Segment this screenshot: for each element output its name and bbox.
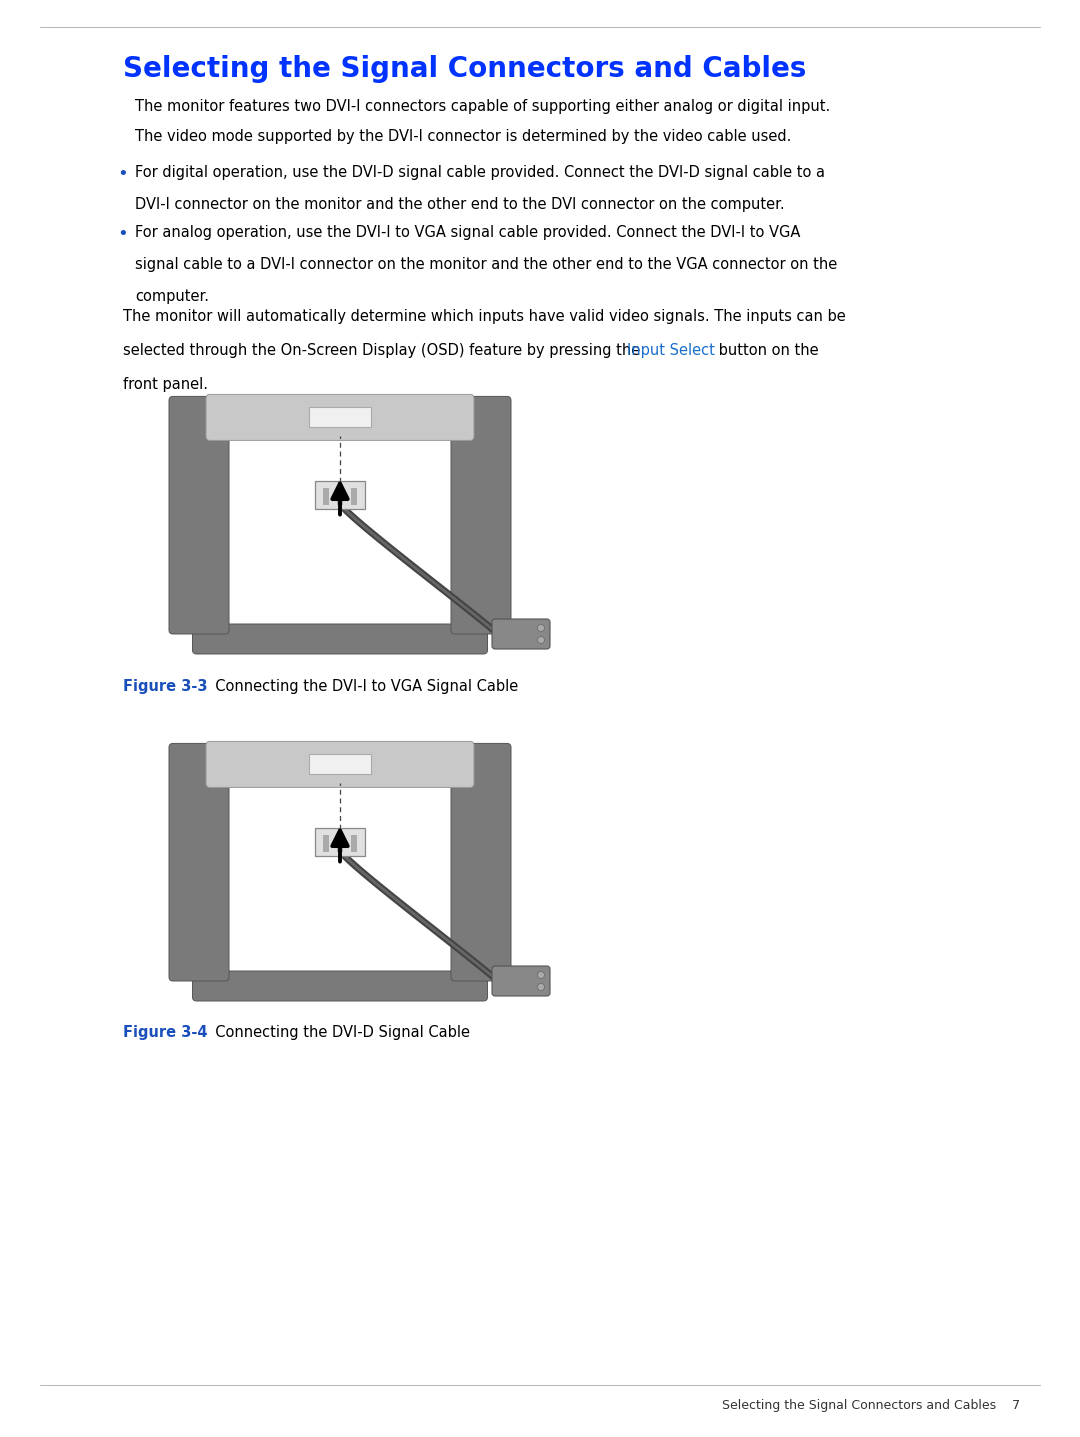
FancyBboxPatch shape [323, 835, 329, 852]
Text: The monitor will automatically determine which inputs have valid video signals. : The monitor will automatically determine… [123, 309, 846, 323]
Text: Selecting the Signal Connectors and Cables    7: Selecting the Signal Connectors and Cabl… [721, 1400, 1020, 1413]
Text: Selecting the Signal Connectors and Cables: Selecting the Signal Connectors and Cabl… [123, 55, 807, 83]
Text: •: • [117, 226, 127, 243]
FancyBboxPatch shape [315, 481, 365, 509]
Text: Connecting the DVI-I to VGA Signal Cable: Connecting the DVI-I to VGA Signal Cable [206, 680, 518, 694]
Circle shape [538, 971, 544, 979]
Text: DVI-I connector on the monitor and the other end to the DVI connector on the com: DVI-I connector on the monitor and the o… [135, 197, 785, 213]
FancyBboxPatch shape [315, 828, 365, 856]
FancyBboxPatch shape [451, 397, 511, 634]
FancyBboxPatch shape [168, 397, 229, 634]
FancyBboxPatch shape [309, 408, 372, 427]
Text: signal cable to a DVI-I connector on the monitor and the other end to the VGA co: signal cable to a DVI-I connector on the… [135, 257, 837, 272]
Text: Input Select: Input Select [626, 343, 715, 358]
FancyBboxPatch shape [451, 743, 511, 981]
FancyBboxPatch shape [492, 966, 550, 996]
Text: Figure 3-3: Figure 3-3 [123, 680, 207, 694]
Text: Figure 3-4: Figure 3-4 [123, 1025, 207, 1040]
FancyBboxPatch shape [192, 971, 487, 1002]
Circle shape [538, 625, 544, 631]
Text: front panel.: front panel. [123, 376, 208, 392]
FancyBboxPatch shape [206, 741, 474, 787]
FancyBboxPatch shape [206, 394, 474, 440]
Text: Connecting the DVI-D Signal Cable: Connecting the DVI-D Signal Cable [206, 1025, 470, 1040]
FancyBboxPatch shape [309, 754, 372, 775]
FancyBboxPatch shape [192, 624, 487, 654]
FancyBboxPatch shape [351, 489, 357, 506]
FancyBboxPatch shape [492, 619, 550, 650]
Text: selected through the On-Screen Display (OSD) feature by pressing the: selected through the On-Screen Display (… [123, 343, 645, 358]
Text: •: • [117, 165, 127, 182]
Text: For analog operation, use the DVI-I to VGA signal cable provided. Connect the DV: For analog operation, use the DVI-I to V… [135, 226, 800, 240]
Text: For digital operation, use the DVI-D signal cable provided. Connect the DVI-D si: For digital operation, use the DVI-D sig… [135, 165, 825, 180]
Text: button on the: button on the [714, 343, 819, 358]
FancyBboxPatch shape [168, 743, 229, 981]
FancyBboxPatch shape [337, 489, 343, 506]
Text: computer.: computer. [135, 289, 210, 305]
Circle shape [538, 983, 544, 990]
FancyBboxPatch shape [337, 835, 343, 852]
FancyBboxPatch shape [351, 835, 357, 852]
FancyBboxPatch shape [323, 489, 329, 506]
Text: The video mode supported by the DVI-I connector is determined by the video cable: The video mode supported by the DVI-I co… [135, 129, 792, 144]
Text: The monitor features two DVI-I connectors capable of supporting either analog or: The monitor features two DVI-I connector… [135, 99, 831, 114]
Circle shape [538, 637, 544, 644]
